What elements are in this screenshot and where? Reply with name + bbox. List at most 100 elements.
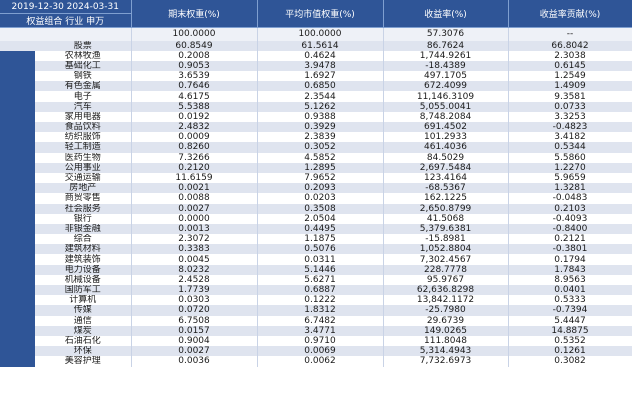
contribution-cell: -0.7394 [508, 305, 632, 316]
header-contribution[interactable]: 收益率贡献(%) [508, 0, 632, 28]
header-date-range: 2019-12-30 2024-03-31 [0, 0, 132, 14]
return-cell: 29.6739 [383, 315, 509, 326]
table-row[interactable]: 石油石化 0.9004 0.9710 111.8048 0.5352 [0, 335, 632, 347]
table-row[interactable]: 银行 0.0000 2.0504 41.5068 -0.4093 [0, 213, 632, 224]
contribution-cell: 1.2270 [508, 162, 632, 173]
industry-label: 基础化工 [35, 60, 132, 72]
return-cell: -18.4389 [383, 60, 509, 72]
industry-label: 商贸零售 [35, 193, 132, 204]
table-row[interactable]: 美容护理 0.0036 0.0062 7,732.6973 0.3082 [0, 356, 632, 367]
industry-label: 环保 [35, 346, 132, 357]
table-row[interactable]: 计算机 0.0303 0.1222 13,842.1172 0.5333 [0, 295, 632, 306]
table-row[interactable]: 交通运输 11.6159 7.9652 123.4164 5.9659 [0, 172, 632, 184]
end-weight-cell: 5.5388 [131, 101, 258, 112]
avg-weight-cell: 0.0062 [257, 356, 384, 367]
contribution-cell: -0.8400 [508, 223, 632, 235]
contribution-cell: 8.9563 [508, 274, 632, 285]
table-row[interactable]: 公用事业 0.2120 1.2895 2,697.5484 1.2270 [0, 162, 632, 173]
table-row[interactable]: 非银金融 0.0013 0.4495 5,379.6381 -0.8400 [0, 223, 632, 235]
return-cell: 11,146.3109 [383, 91, 509, 102]
avg-weight-cell: 1.8312 [257, 305, 384, 316]
return-cell: 123.4164 [383, 172, 509, 184]
avg-weight-cell: 2.3544 [257, 91, 384, 102]
end-weight-cell: 0.0027 [131, 346, 258, 357]
return-cell: -25.7980 [383, 305, 509, 316]
row-spacer [0, 315, 35, 326]
row-spacer [0, 152, 35, 163]
table-row[interactable]: 农林牧渔 0.2008 0.4624 1,744.9261 2.3038 [0, 50, 632, 61]
table-row[interactable]: 机械设备 2.4528 5.6271 95.9767 8.9563 [0, 274, 632, 285]
industry-label: 银行 [35, 213, 132, 224]
table-row[interactable]: 有色金属 0.7646 0.6850 672.4099 1.4909 [0, 81, 632, 92]
return-cell: 5,314.4943 [383, 346, 509, 357]
summary-end-weight: 100.0000 [131, 27, 258, 41]
contribution-cell: 0.6145 [508, 60, 632, 72]
industry-label: 美容护理 [35, 356, 132, 367]
table-row[interactable]: 综合 2.3072 1.1875 -15.8981 0.2121 [0, 234, 632, 245]
table-row[interactable]: 通信 6.7508 6.7482 29.6739 5.4447 [0, 315, 632, 326]
contribution-cell: 0.1794 [508, 254, 632, 265]
table-row[interactable]: 国防军工 1.7739 0.6887 62,636.8298 0.0401 [0, 285, 632, 296]
table-row[interactable]: 纺织服饰 0.0009 2.3839 101.2933 3.4182 [0, 132, 632, 143]
industry-label: 食品饮料 [35, 122, 132, 133]
industry-label: 医药生物 [35, 152, 132, 163]
industry-label: 电力设备 [35, 264, 132, 275]
avg-weight-cell: 0.9388 [257, 111, 384, 122]
industry-label: 传媒 [35, 305, 132, 316]
end-weight-cell: 0.0088 [131, 193, 258, 204]
table-row[interactable]: 轻工制造 0.8260 0.3052 461.4036 0.5344 [0, 142, 632, 153]
table-row[interactable]: 汽车 5.5388 5.1262 5,055.0041 0.0733 [0, 101, 632, 112]
avg-weight-cell: 0.6850 [257, 81, 384, 92]
contribution-cell: 0.0733 [508, 101, 632, 112]
table-row[interactable]: 建筑装饰 0.0045 0.0311 7,302.4567 0.1794 [0, 254, 632, 265]
return-cell: 228.7778 [383, 264, 509, 275]
avg-weight-cell: 0.4624 [257, 50, 384, 61]
industry-label: 轻工制造 [35, 142, 132, 153]
return-cell: 2,650.8799 [383, 203, 509, 214]
table-row[interactable]: 基础化工 0.9053 3.9478 -18.4389 0.6145 [0, 60, 632, 72]
industry-label: 建筑材料 [35, 244, 132, 255]
row-spacer [0, 213, 35, 224]
contribution-cell: 0.2103 [508, 203, 632, 214]
row-spacer [0, 183, 35, 194]
stock-total-contribution: 66.8042 [508, 40, 632, 51]
industry-label: 综合 [35, 234, 132, 245]
row-spacer [0, 335, 35, 347]
table-row[interactable]: 传媒 0.0720 1.8312 -25.7980 -0.7394 [0, 305, 632, 316]
avg-weight-cell: 0.4495 [257, 223, 384, 235]
header-return[interactable]: 收益率(%) [383, 0, 509, 28]
header-portfolio-desc: 权益组合 行业 申万 [0, 13, 132, 28]
avg-weight-cell: 0.0311 [257, 254, 384, 265]
return-cell: 461.4036 [383, 142, 509, 153]
avg-weight-cell: 4.5852 [257, 152, 384, 163]
avg-weight-cell: 7.9652 [257, 172, 384, 184]
table-row[interactable]: 环保 0.0027 0.0069 5,314.4943 0.1261 [0, 346, 632, 357]
table-row[interactable]: 房地产 0.0021 0.2093 -68.5367 1.3281 [0, 183, 632, 194]
table-row[interactable]: 电力设备 8.0232 5.1446 228.7778 1.7843 [0, 264, 632, 275]
table-row[interactable]: 家用电器 0.0192 0.9388 8,748.2084 3.3253 [0, 111, 632, 122]
industry-label: 公用事业 [35, 162, 132, 173]
contribution-cell: 0.5352 [508, 335, 632, 347]
row-spacer [0, 356, 35, 367]
return-cell: 7,732.6973 [383, 356, 509, 367]
avg-weight-cell: 2.3839 [257, 132, 384, 143]
header-avg-weight[interactable]: 平均市值权重(%) [257, 0, 384, 28]
table-row[interactable]: 商贸零售 0.0088 0.0203 162.1225 -0.0483 [0, 193, 632, 204]
table-row[interactable]: 电子 4.6175 2.3544 11,146.3109 9.3581 [0, 91, 632, 102]
table-row[interactable]: 煤炭 0.0157 3.4771 149.0265 14.8875 [0, 325, 632, 336]
row-spacer [0, 111, 35, 122]
header-end-weight[interactable]: 期末权重(%) [131, 0, 258, 28]
table-row[interactable]: 建筑材料 0.3383 0.5076 1,052.8804 -0.3801 [0, 244, 632, 255]
table-row[interactable]: 社会服务 0.0027 0.3508 2,650.8799 0.2103 [0, 203, 632, 214]
return-cell: 13,842.1172 [383, 295, 509, 306]
industry-label: 纺织服饰 [35, 132, 132, 143]
end-weight-cell: 7.3266 [131, 152, 258, 163]
table-row[interactable]: 钢铁 3.6539 1.6927 497.1705 1.2549 [0, 71, 632, 82]
table-row[interactable]: 医药生物 7.3266 4.5852 84.5029 5.5860 [0, 152, 632, 163]
end-weight-cell: 0.0303 [131, 295, 258, 306]
end-weight-cell: 0.0021 [131, 183, 258, 194]
industry-label: 房地产 [35, 183, 132, 194]
table-row[interactable]: 食品饮料 2.4832 0.3929 691.4502 -0.4823 [0, 122, 632, 133]
industry-label: 机械设备 [35, 274, 132, 285]
contribution-cell: -0.0483 [508, 193, 632, 204]
